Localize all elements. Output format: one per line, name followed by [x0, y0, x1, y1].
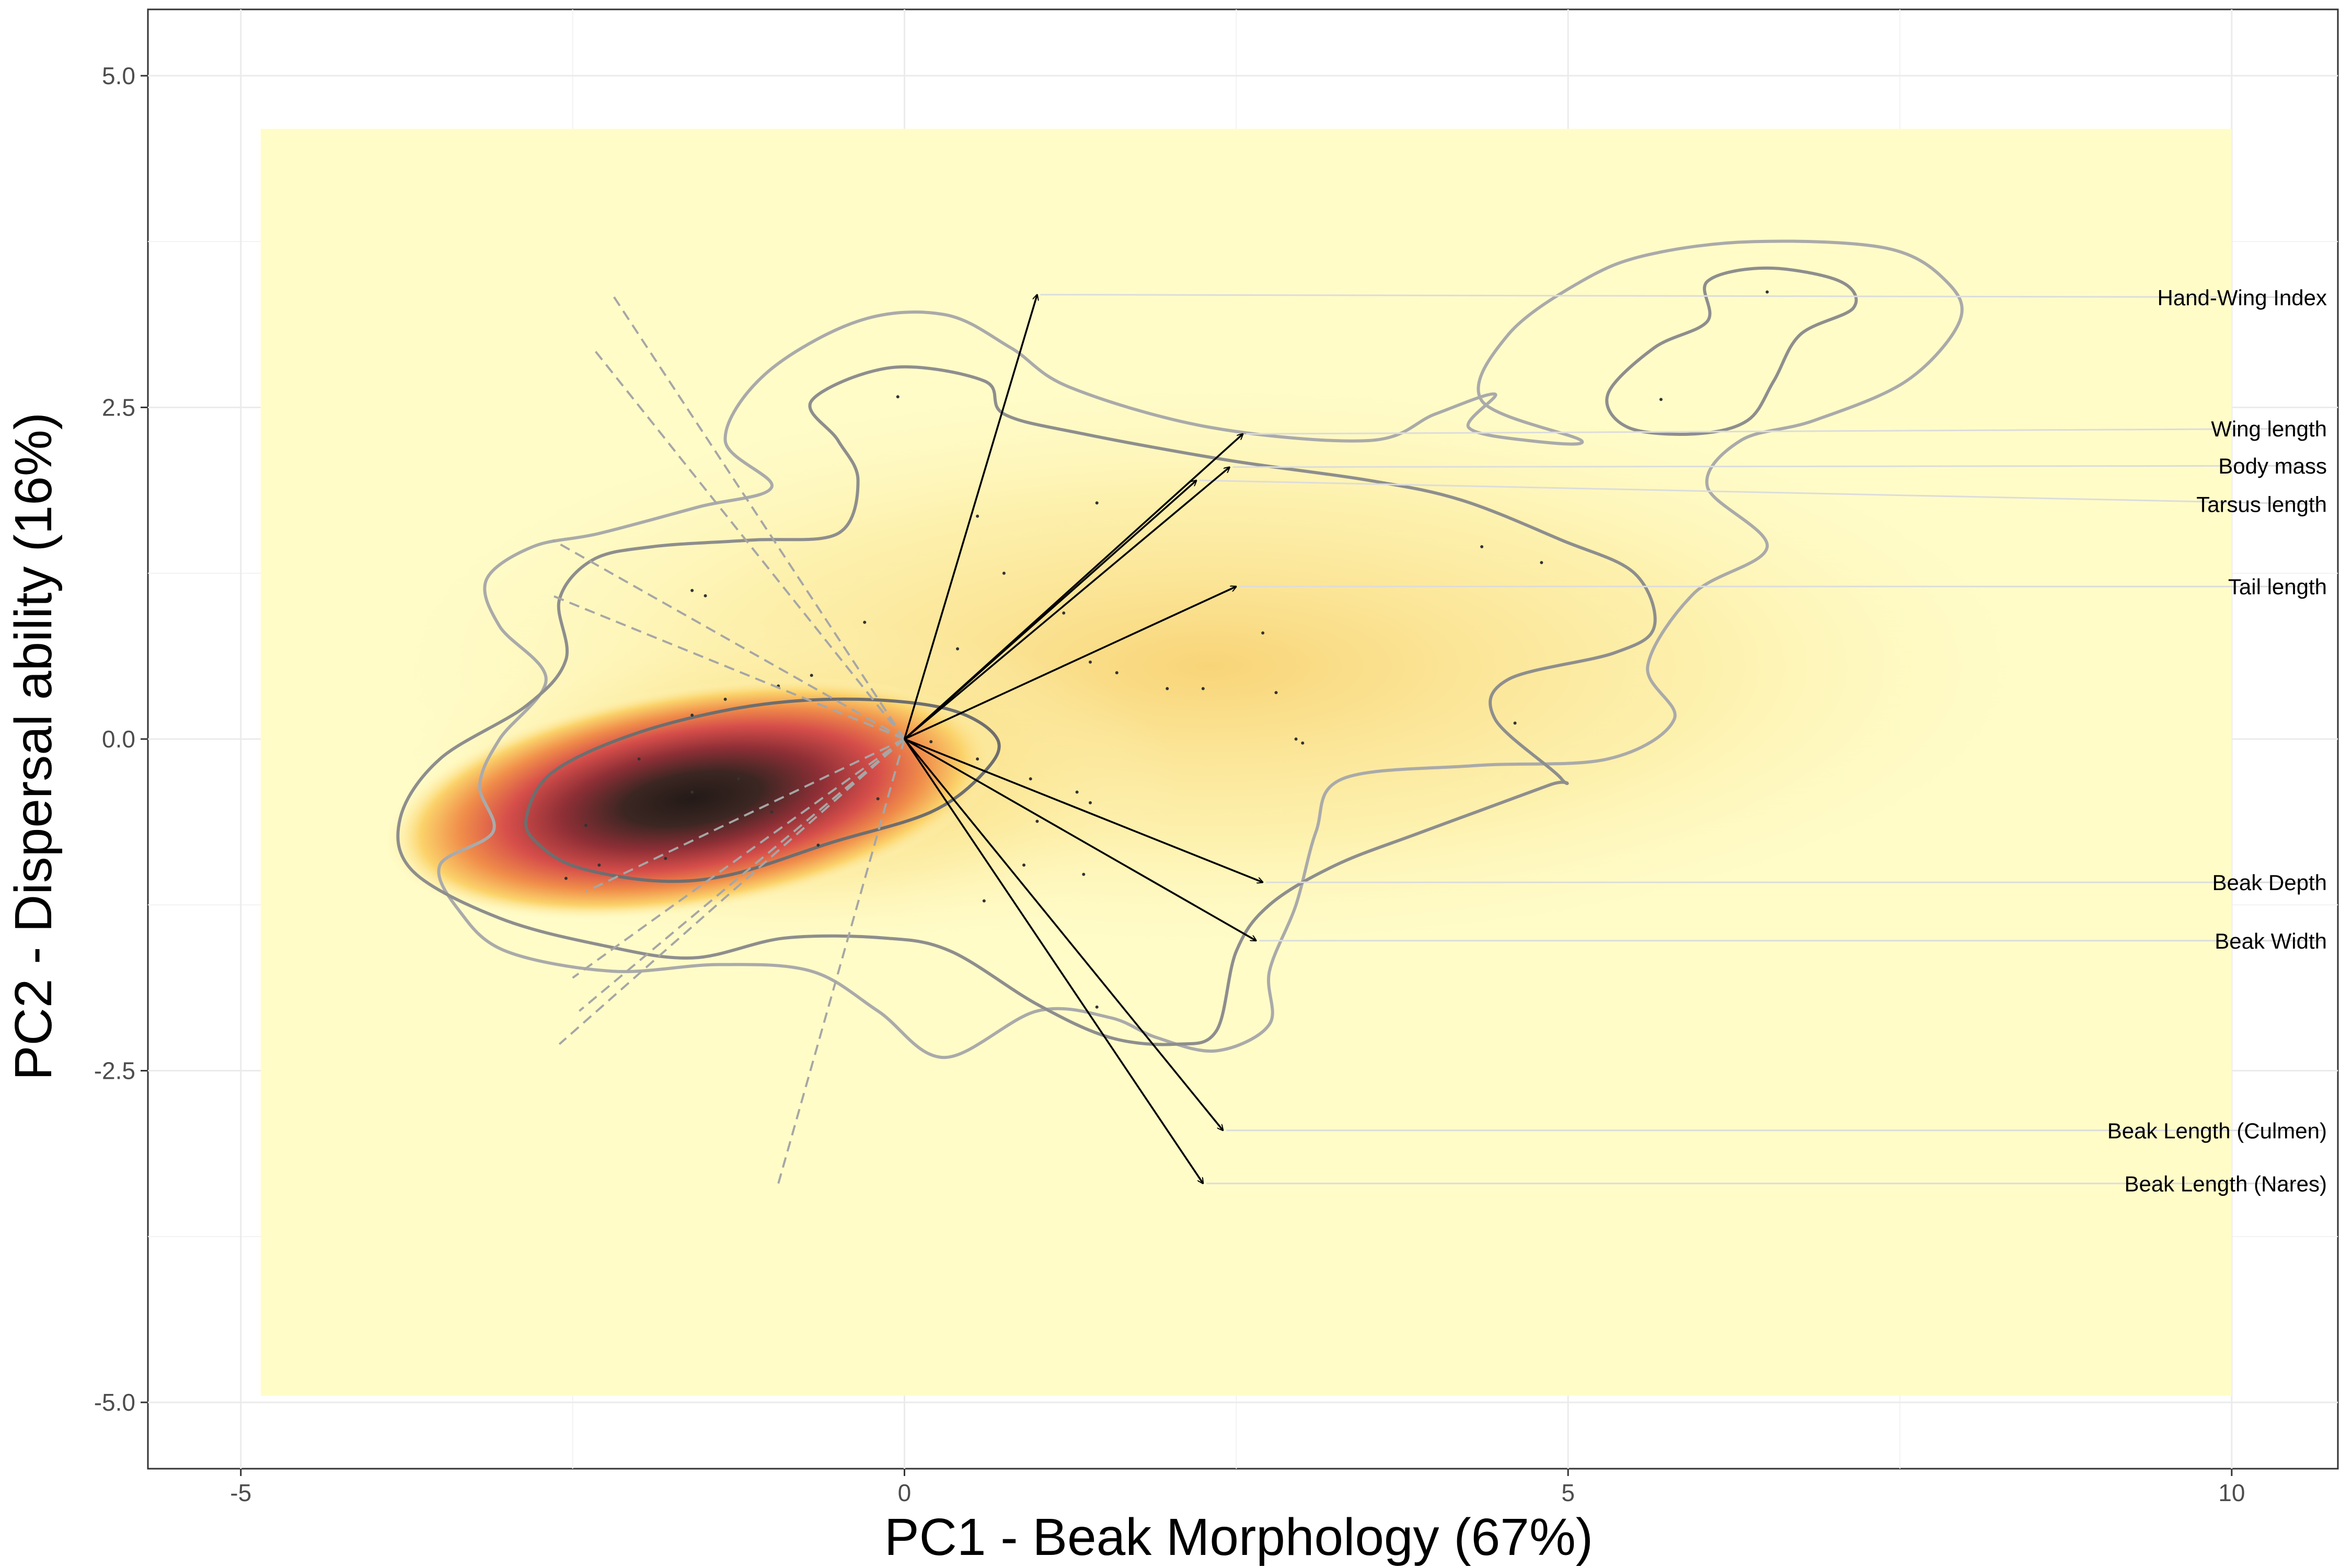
data-point — [863, 620, 867, 624]
data-point — [876, 797, 880, 801]
dashed-vector — [552, 539, 905, 740]
x-tick-label: 5 — [1561, 1479, 1575, 1506]
data-point — [929, 740, 933, 744]
data-point — [690, 790, 694, 794]
data-point — [704, 594, 707, 597]
x-tick-label: 10 — [2218, 1479, 2245, 1506]
x-tick-label: -5 — [230, 1479, 251, 1506]
y-tick-label: 0.0 — [102, 725, 135, 753]
dashed-vector — [572, 738, 905, 979]
data-point — [1088, 660, 1092, 664]
contour-outer — [437, 239, 1964, 1059]
data-point — [976, 514, 979, 518]
data-point — [1513, 721, 1517, 725]
data-point — [1082, 872, 1086, 876]
data-point — [1301, 741, 1305, 745]
loading-label: Beak Length (Nares) — [2124, 1171, 2327, 1196]
loading-label: Tarsus length — [2196, 492, 2327, 517]
data-point — [1095, 501, 1099, 505]
y-axis-title: PC2 - Dispersal ability (16%) — [4, 412, 63, 1080]
data-point — [690, 713, 694, 717]
loading-label: Tail length — [2228, 574, 2327, 599]
loading-arrow — [903, 295, 1037, 740]
dashed-vector — [552, 595, 905, 740]
loading-arrow — [904, 739, 1203, 1183]
x-tick-label: 0 — [898, 1479, 912, 1506]
loading-label: Beak Length (Culmen) — [2107, 1119, 2327, 1143]
loading-arrow — [904, 738, 1263, 882]
data-point — [1261, 631, 1265, 635]
loading-arrow — [904, 586, 1236, 740]
data-point — [664, 857, 667, 860]
data-point — [770, 810, 774, 814]
data-point — [564, 877, 568, 880]
data-point — [982, 899, 986, 903]
data-point — [1480, 545, 1484, 548]
dashed-vectors — [552, 294, 906, 1184]
data-point — [1166, 687, 1169, 690]
data-point — [1075, 790, 1079, 794]
data-point — [1088, 801, 1092, 804]
loading-label: Body mass — [2218, 454, 2327, 478]
data-point — [1095, 1005, 1099, 1009]
density-layer — [260, 129, 2232, 1396]
data-point — [1035, 820, 1039, 823]
dashed-vector — [579, 738, 905, 1012]
contour-inner — [524, 697, 1001, 883]
data-point — [597, 863, 601, 867]
y-tick-label: -2.5 — [94, 1057, 135, 1085]
data-point — [1201, 687, 1205, 690]
dashed-vector — [585, 738, 905, 893]
data-point — [584, 823, 587, 827]
data-point — [637, 757, 641, 761]
dashed-vector — [558, 738, 905, 1045]
data-point — [956, 647, 960, 651]
loading-label: Wing length — [2211, 417, 2327, 441]
leader-line — [1232, 465, 2323, 468]
loading-label: Beak Depth — [2212, 870, 2327, 895]
label-leader-lines — [1040, 294, 2323, 1184]
data-point — [723, 697, 727, 701]
y-tick-label: 5.0 — [102, 62, 135, 89]
data-point — [816, 844, 820, 847]
loading-arrow — [904, 480, 1196, 740]
data-point — [1540, 561, 1543, 564]
loading-labels: Hand-Wing Index Wing length Body mass Tarsu… — [2107, 285, 2327, 1196]
axes: -5 0 5 10 5.0 2.5 0.0 -2.5 -5.0 — [94, 62, 2245, 1506]
leader-line — [1246, 428, 2323, 435]
y-tick-label: -5.0 — [94, 1389, 135, 1416]
data-point — [1022, 863, 1025, 867]
loading-label: Beak Width — [2215, 929, 2327, 953]
y-tick-label: 2.5 — [102, 394, 135, 421]
loading-arrows — [903, 295, 1263, 1184]
dashed-vector — [777, 739, 906, 1184]
dashed-vector — [612, 294, 906, 740]
loading-arrow — [904, 467, 1229, 740]
loading-arrow — [904, 738, 1223, 1131]
data-point — [1294, 737, 1298, 741]
leader-line — [1200, 479, 2323, 505]
loading-arrow — [904, 738, 1256, 941]
data-point — [1029, 777, 1032, 781]
data-point — [810, 674, 813, 677]
loading-label: Hand-Wing Index — [2158, 285, 2327, 310]
data-point — [1002, 571, 1006, 575]
density-core — [383, 677, 1001, 920]
contour-peak — [1605, 266, 1858, 436]
data-point — [896, 395, 900, 399]
data-point — [1659, 398, 1663, 401]
x-axis-title: PC1 - Beak Morphology (67%) — [884, 1508, 1593, 1566]
data-point — [690, 589, 694, 592]
data-points — [564, 290, 1769, 1009]
data-point — [1115, 671, 1119, 675]
data-point — [1274, 691, 1278, 695]
data-point — [1766, 290, 1769, 294]
leader-line — [1040, 294, 2323, 298]
data-point — [737, 777, 741, 781]
data-point — [976, 757, 979, 761]
data-point — [1062, 611, 1066, 615]
